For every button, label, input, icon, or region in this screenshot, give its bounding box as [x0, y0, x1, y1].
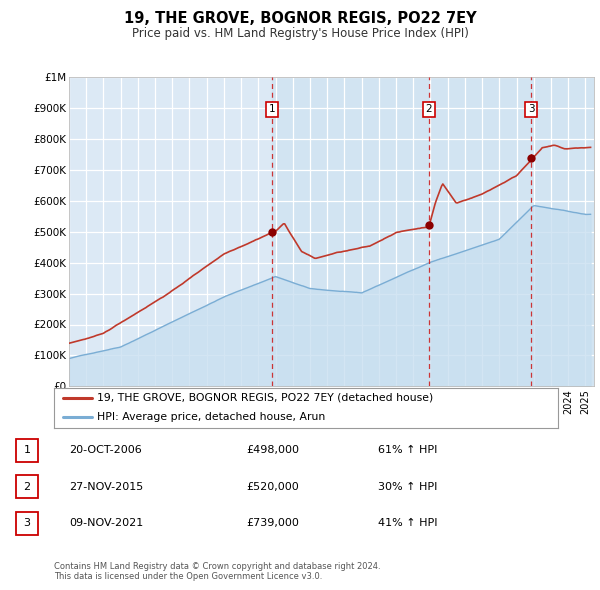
Text: 61% ↑ HPI: 61% ↑ HPI: [378, 445, 437, 455]
Text: Contains HM Land Registry data © Crown copyright and database right 2024.: Contains HM Land Registry data © Crown c…: [54, 562, 380, 571]
Text: £498,000: £498,000: [246, 445, 299, 455]
Bar: [272, 77, 594, 386]
Text: 27-NOV-2015: 27-NOV-2015: [69, 482, 143, 491]
Text: 19, THE GROVE, BOGNOR REGIS, PO22 7EY (detached house): 19, THE GROVE, BOGNOR REGIS, PO22 7EY (d…: [97, 393, 433, 402]
Text: 1: 1: [269, 104, 275, 114]
Text: 2: 2: [425, 104, 432, 114]
Text: 30% ↑ HPI: 30% ↑ HPI: [378, 482, 437, 491]
Text: 19, THE GROVE, BOGNOR REGIS, PO22 7EY: 19, THE GROVE, BOGNOR REGIS, PO22 7EY: [124, 11, 476, 25]
Text: 2: 2: [23, 482, 31, 491]
Text: 3: 3: [23, 519, 31, 528]
Text: 41% ↑ HPI: 41% ↑ HPI: [378, 519, 437, 528]
Text: 09-NOV-2021: 09-NOV-2021: [69, 519, 143, 528]
Text: 3: 3: [528, 104, 535, 114]
Text: 20-OCT-2006: 20-OCT-2006: [69, 445, 142, 455]
Text: £520,000: £520,000: [246, 482, 299, 491]
Text: £739,000: £739,000: [246, 519, 299, 528]
Text: 1: 1: [23, 445, 31, 455]
Text: Price paid vs. HM Land Registry's House Price Index (HPI): Price paid vs. HM Land Registry's House …: [131, 27, 469, 40]
Text: HPI: Average price, detached house, Arun: HPI: Average price, detached house, Arun: [97, 411, 325, 421]
Text: This data is licensed under the Open Government Licence v3.0.: This data is licensed under the Open Gov…: [54, 572, 322, 581]
